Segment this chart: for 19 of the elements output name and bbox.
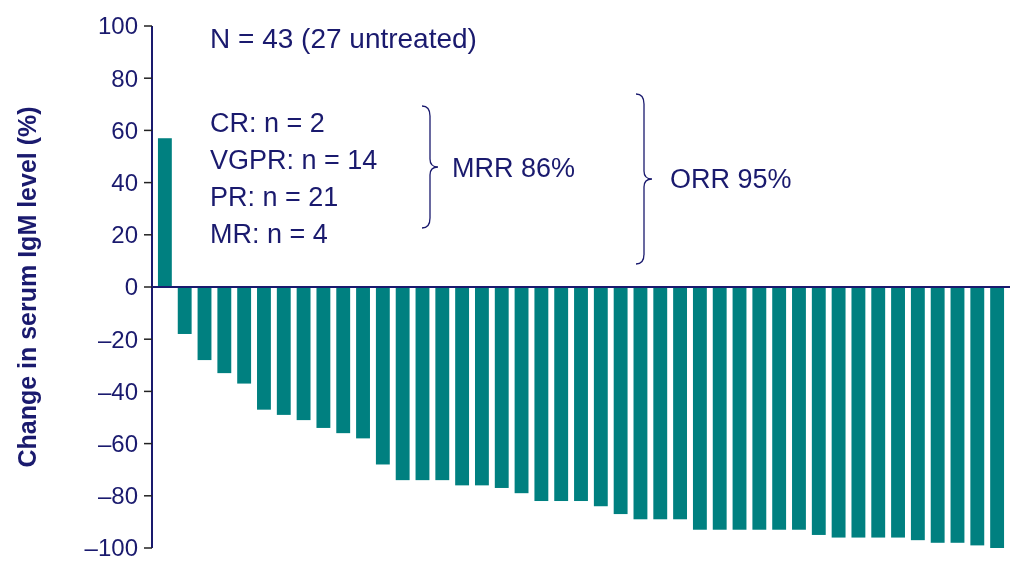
annotation: N = 43 (27 untreated) xyxy=(210,23,477,54)
annotation: PR: n = 21 xyxy=(210,182,339,212)
y-tick-label: 100 xyxy=(97,12,138,40)
y-tick-label: 20 xyxy=(111,221,138,249)
y-axis-title: Change in serum IgM level (%) xyxy=(13,106,41,468)
y-tick-label: –40 xyxy=(97,377,138,405)
y-tick-label: –100 xyxy=(84,534,138,562)
annotation: MRR 86% xyxy=(452,153,576,183)
annotation: ORR 95% xyxy=(670,164,792,194)
y-tick-label: –20 xyxy=(97,325,138,353)
y-tick-label: 80 xyxy=(111,64,138,92)
y-tick-label: 40 xyxy=(111,169,138,196)
y-tick-label: 60 xyxy=(111,116,138,144)
annotation: CR: n = 2 xyxy=(210,108,325,138)
y-tick-label: –60 xyxy=(97,430,138,457)
y-tick-label: –80 xyxy=(97,482,138,510)
annotation: VGPR: n = 14 xyxy=(210,145,378,175)
annotation: MR: n = 4 xyxy=(210,219,328,249)
y-tick-label: 0 xyxy=(124,273,138,301)
